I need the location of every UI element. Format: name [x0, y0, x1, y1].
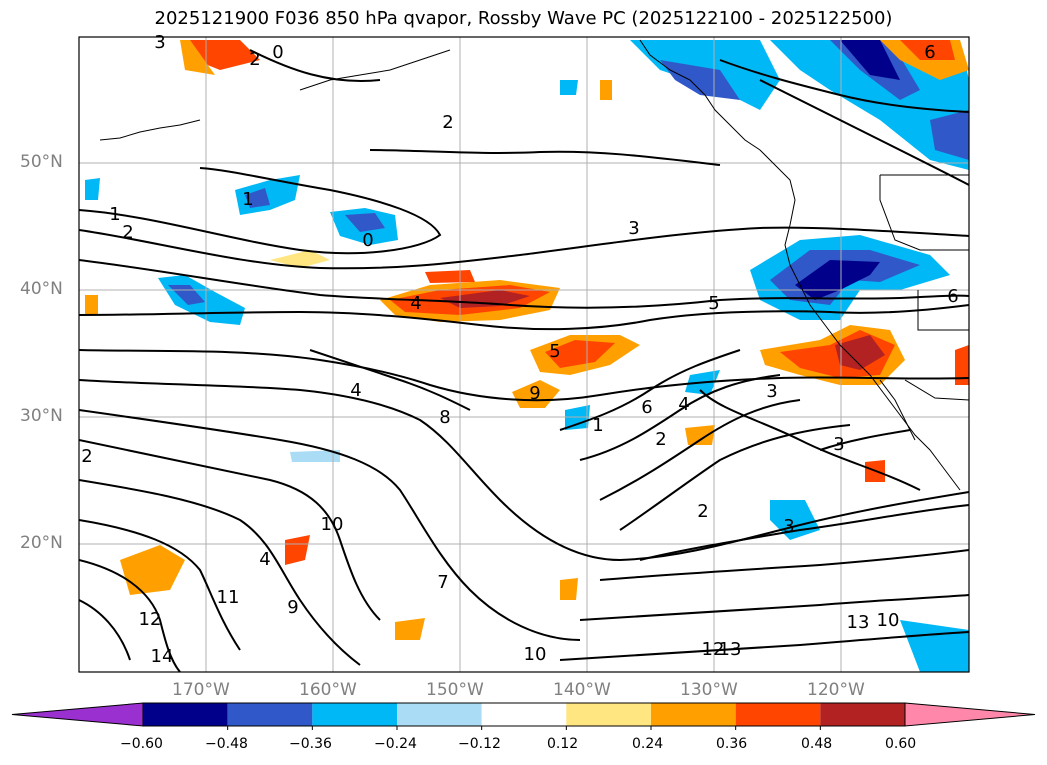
- contour-label: 5: [549, 341, 560, 362]
- colorbar-tick-label: 0.48: [801, 736, 833, 752]
- contour-label: 12: [139, 609, 162, 630]
- colorbar-outline: [142, 702, 906, 727]
- contour-label: 2: [249, 49, 260, 70]
- colorbar-tick-label: 0.36: [716, 736, 748, 752]
- colorbar-segment: [143, 703, 228, 726]
- contour-label: 3: [766, 381, 777, 402]
- contour-label: 11: [217, 587, 240, 608]
- contour-label: 1: [592, 415, 603, 436]
- lon-label-170w: 170°W: [172, 680, 230, 700]
- contour-label: 4: [259, 549, 270, 570]
- lat-label-50n: 50°N: [20, 152, 63, 172]
- contour-label: 3: [628, 218, 639, 239]
- colorbar-tick-label: 0.60: [885, 736, 917, 752]
- contour-label: 2: [442, 112, 453, 133]
- contour-label: 12: [702, 639, 725, 660]
- colorbar: [11, 702, 1036, 730]
- contour-label: 6: [924, 42, 935, 63]
- contour-label: 13: [847, 612, 870, 633]
- contour-label: 0: [362, 230, 373, 251]
- colorbar-tick-label: 0.12: [547, 736, 579, 752]
- contour-label: 0: [272, 42, 283, 63]
- colorbar-tick-label: −0.24: [374, 736, 417, 752]
- contour-label: 3: [154, 32, 165, 53]
- colorbar-segment: [397, 703, 482, 726]
- contour-label: 2: [655, 429, 666, 450]
- lon-label-160w: 160°W: [299, 680, 357, 700]
- contour-label: 13: [719, 639, 742, 660]
- lat-label-30n: 30°N: [20, 406, 63, 426]
- contour-label: 2: [697, 501, 708, 522]
- contour-label: 7: [437, 572, 448, 593]
- lon-label-130w: 130°W: [680, 680, 738, 700]
- lon-label-140w: 140°W: [553, 680, 611, 700]
- contour-label: 6: [947, 286, 958, 307]
- contour-label: 5: [708, 293, 719, 314]
- colorbar-segment: [481, 703, 567, 726]
- colorbar-tick-label: 0.24: [632, 736, 664, 752]
- contour-label: 14: [151, 646, 174, 667]
- contour-label: 10: [321, 514, 344, 535]
- contour-label: 6: [641, 397, 652, 418]
- contour-label: 4: [678, 394, 689, 415]
- colorbar-tick-label: −0.60: [120, 736, 163, 752]
- contour-label: 10: [877, 610, 900, 631]
- chart-title: 2025121900 F036 850 hPa qvapor, Rossby W…: [154, 8, 893, 29]
- colorbar-tick-label: −0.36: [289, 736, 332, 752]
- colorbar-tick-label: −0.12: [458, 736, 501, 752]
- colorbar-segment: [820, 703, 905, 726]
- lat-label-40n: 40°N: [20, 279, 63, 299]
- contour-label: 3: [833, 434, 844, 455]
- map-border: [78, 36, 970, 673]
- colorbar-segment: [227, 703, 313, 726]
- contour-label: 9: [287, 597, 298, 618]
- colorbar-tick-label: −0.48: [205, 736, 248, 752]
- contour-label: 3: [783, 516, 794, 537]
- colorbar-extend-low: [11, 702, 144, 727]
- contour-label: 10: [524, 644, 547, 665]
- contour-label: 4: [410, 293, 421, 314]
- lon-label-120w: 120°W: [807, 680, 865, 700]
- lon-label-150w: 150°W: [426, 680, 484, 700]
- contour-label: 9: [529, 383, 540, 404]
- colorbar-segment: [735, 703, 821, 726]
- contour-label: 8: [439, 407, 450, 428]
- rossby-wave-contours: [79, 49, 969, 672]
- contour-label: 1: [242, 189, 253, 210]
- colorbar-segment: [651, 703, 736, 726]
- lat-label-20n: 20°N: [20, 533, 63, 553]
- colorbar-segment: [566, 703, 651, 726]
- contour-label: 4: [350, 380, 361, 401]
- contour-label: 2: [81, 446, 92, 467]
- graticule: [79, 37, 969, 672]
- contour-label: 1: [109, 204, 120, 225]
- colorbar-segment: [312, 703, 397, 726]
- colorbar-extend-high: [904, 702, 1036, 727]
- contour-label: 2: [122, 222, 133, 243]
